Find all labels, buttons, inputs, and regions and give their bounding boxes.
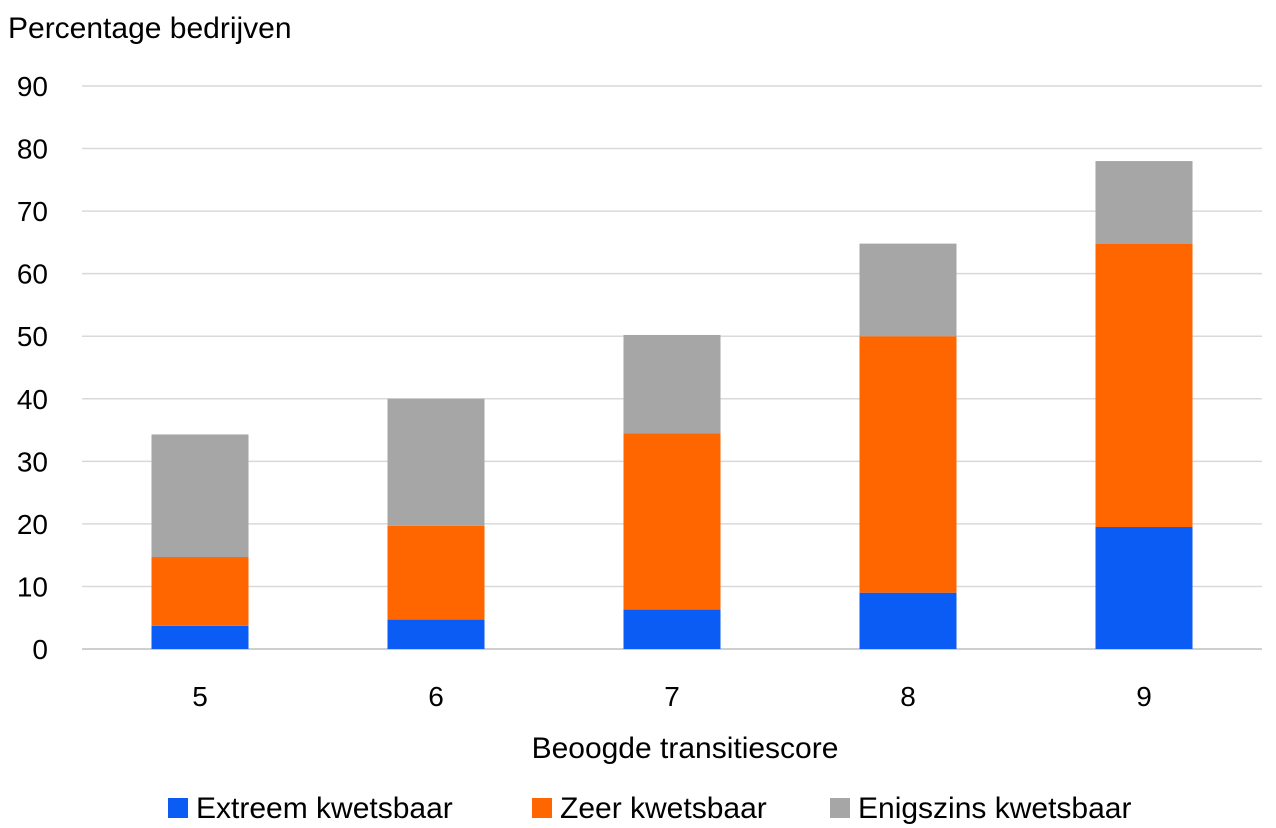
y-tick-label: 40 — [17, 384, 48, 415]
bar-segment — [1095, 243, 1193, 528]
bar-segment — [1095, 527, 1193, 649]
x-tick-label: 7 — [664, 681, 680, 712]
y-tick-label: 90 — [17, 71, 48, 102]
y-tick-label: 20 — [17, 509, 48, 540]
bar-segment — [623, 609, 721, 649]
bar-segment — [859, 592, 957, 649]
bar-segment — [623, 334, 721, 434]
legend: Extreem kwetsbaar Zeer kwetsbaar Enigszins… — [168, 792, 1131, 825]
y-tick-label: 10 — [17, 571, 48, 602]
y-tick-label: 70 — [17, 196, 48, 227]
y-tick-label: 80 — [17, 134, 48, 165]
x-tick-label: 6 — [428, 681, 444, 712]
x-axis-title: Beoogde transitiescore — [532, 732, 839, 765]
bar-segment — [151, 434, 249, 558]
x-axis-ticks: 5 6 7 8 9 — [192, 681, 1152, 712]
bar-segment — [623, 433, 721, 610]
bar-segment — [859, 243, 957, 337]
bar-segment — [1095, 161, 1193, 244]
bar-segment — [387, 619, 485, 649]
y-tick-label: 30 — [17, 446, 48, 477]
bars — [151, 161, 1193, 649]
x-tick-label: 8 — [900, 681, 916, 712]
legend-label: Extreem kwetsbaar — [196, 792, 453, 825]
y-tick-label: 50 — [17, 321, 48, 352]
y-tick-label: 0 — [32, 634, 48, 665]
legend-swatch — [830, 798, 850, 818]
y-axis-title: Percentage bedrijven — [8, 12, 292, 45]
bar-segment — [387, 525, 485, 620]
x-tick-label: 9 — [1136, 681, 1152, 712]
bar-segment — [151, 625, 249, 649]
legend-label: Enigszins kwetsbaar — [858, 792, 1131, 825]
bar-segment — [387, 398, 485, 526]
x-tick-label: 5 — [192, 681, 208, 712]
legend-swatch — [168, 798, 188, 818]
bar-segment — [151, 557, 249, 626]
legend-swatch — [532, 798, 552, 818]
bar-segment — [859, 336, 957, 593]
legend-label: Zeer kwetsbaar — [560, 792, 767, 825]
y-axis-ticks: 0 10 20 30 40 50 60 70 80 90 — [17, 71, 48, 665]
y-tick-label: 60 — [17, 259, 48, 290]
